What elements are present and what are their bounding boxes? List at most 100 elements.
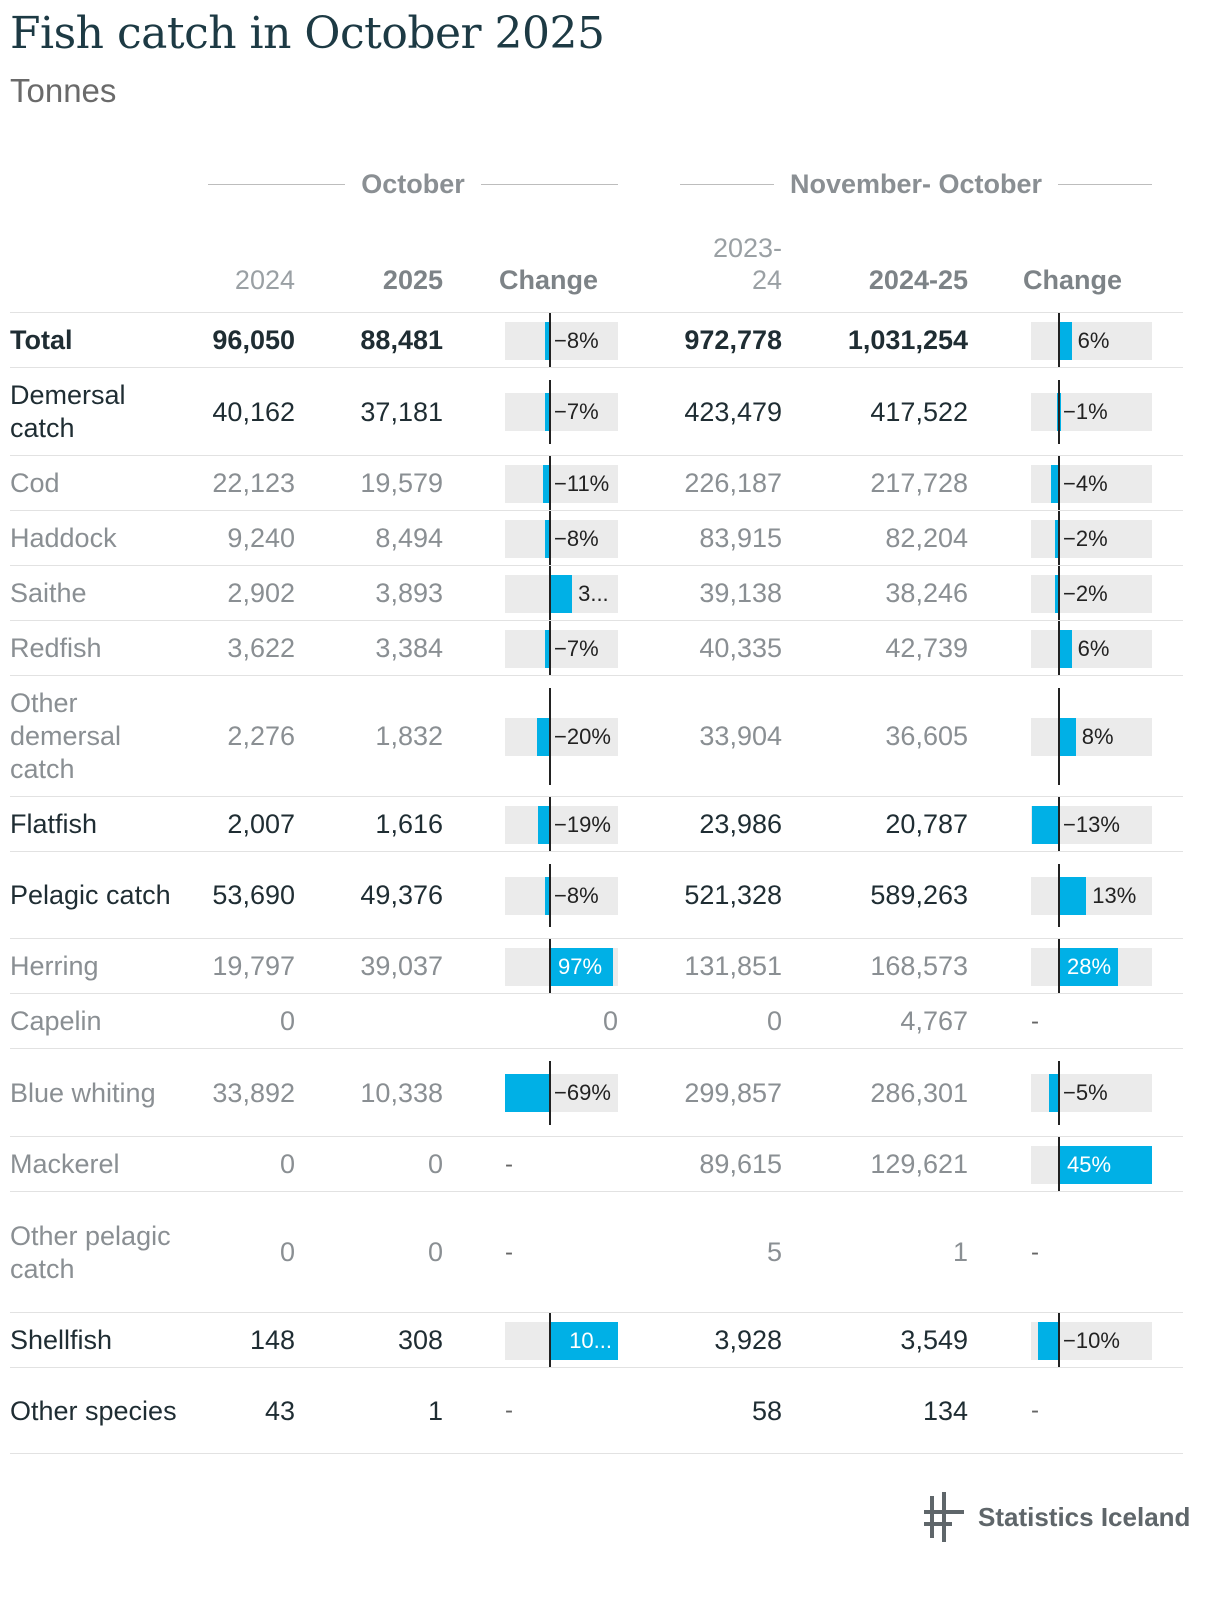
value-2025: 308 [397,1325,443,1355]
change-bar-background [505,630,618,668]
change-label: −10% [1063,1328,1120,1353]
change-bar [550,948,614,986]
change-bar [1059,718,1076,756]
value-2024: 2,007 [227,809,295,839]
table-row: Capelin 0 0 4,767 0 - [10,993,1183,1049]
value-2024-25: 217,728 [870,468,968,498]
change-cell-october: −7% [505,621,618,676]
change-axis [1058,456,1060,511]
change-dash: - [1031,1007,1039,1035]
change-bar [545,630,550,668]
value-2024: 3,622 [227,633,295,663]
change-label: −8% [554,883,599,908]
change-label: 6% [1077,636,1110,661]
col-header-change-2: Change [1022,265,1122,295]
row-name: Demersal catch [10,380,126,443]
value-2025 [340,994,443,1049]
change-bar [544,322,550,360]
row-name: Pelagic catch [10,880,171,910]
value-2024-25: 38,246 [885,578,968,608]
table-row: Other demersal catch 2,276 1,832 33,904 36,6… [10,675,1183,797]
row-name: Redfish [10,633,102,663]
row-name: Saithe [10,578,87,608]
group-header-nov-oct: November- October [680,164,1152,204]
change-axis [1058,797,1060,852]
table-row: Other species 43 1 58 134 - - [10,1367,1183,1454]
change-dash: - [505,1238,513,1266]
value-2024-25: 589,263 [870,880,968,910]
row-name: Other demersal catch [10,688,122,784]
value-2024-25: 36,605 [885,721,968,751]
table-row: Mackerel 0 0 89,615 129,621 - 45% [10,1136,1183,1192]
row-name: Shellfish [10,1325,113,1355]
change-bar [544,520,550,558]
value-2024-25: 168,573 [870,951,968,981]
change-label: 45% [1067,1152,1112,1177]
value-2023-24: 423,479 [684,396,782,427]
chart-title: Fish catch in October 2025 [10,8,605,59]
value-2024-25: 42,739 [885,633,968,663]
row-name: Mackerel [10,1149,120,1179]
value-2025: 1,616 [375,809,443,839]
change-label: −4% [1063,471,1108,496]
row-name: Total [10,325,73,355]
col-header-2025: 2025 [382,265,443,295]
chart-subtitle: Tonnes [10,72,117,109]
value-2023-24: 23,986 [699,809,782,839]
row-name: Capelin [10,1006,102,1036]
change-bar [537,806,550,844]
change-bar-background [1031,393,1152,431]
value-2024: 0 [279,1149,295,1179]
change-label: 28% [1067,954,1112,979]
change-label: 6% [1077,328,1110,353]
col-header-change-1: Change [498,265,598,295]
value-2024-25: 82,204 [885,523,968,553]
change-cell-nov-oct: 45% [1031,1137,1152,1192]
change-bar [1059,877,1087,915]
change-axis [549,511,551,566]
row-name: Herring [10,951,99,981]
group-label-october: October [361,168,465,199]
change-label: 8% [1081,724,1114,749]
change-bar [1059,948,1118,986]
change-cell-nov-oct: 6% [1031,621,1152,676]
change-cell-nov-oct: - [1031,1368,1152,1454]
value-2024-25: 134 [922,1395,968,1426]
change-cell-october: −19% [505,797,618,852]
change-cell-october: 10... [505,1313,618,1368]
change-axis [1058,1313,1060,1368]
change-dash: - [505,1397,513,1424]
change-label: 97% [558,954,603,979]
change-cell-nov-oct: 13% [1031,852,1152,939]
statistics-iceland-icon [924,1492,964,1542]
change-bar-background [1031,322,1152,360]
value-2024: 22,123 [212,468,295,498]
change-bar [1038,1322,1059,1360]
change-axis [549,380,551,444]
value-2023-24: 0 [766,1006,782,1036]
change-cell-nov-oct: 8% [1031,676,1152,797]
change-cell-october: - [505,1368,618,1454]
change-bar-background [505,718,618,756]
value-2024-25: 129,621 [870,1149,968,1179]
change-cell-nov-oct: 28% [1031,939,1152,994]
change-axis [1058,864,1060,927]
change-axis [1058,313,1060,368]
row-name: Other species [10,1395,177,1426]
change-cell-october: - [505,1192,618,1313]
change-label: −8% [554,328,599,353]
value-2024-25: 286,301 [870,1077,968,1108]
col-header-2024: 2024 [234,265,295,295]
change-bar [505,1074,550,1112]
change-bar [1054,575,1059,613]
change-bar [1059,1146,1152,1184]
change-cell-october: - [505,1137,618,1192]
change-label: −2% [1063,526,1108,551]
brand-name: Statistics Iceland [978,1501,1191,1532]
row-name: Flatfish [10,809,98,839]
change-bar [550,575,573,613]
change-label: −13% [1063,812,1120,837]
change-bar [544,877,550,915]
value-2023-24: 972,778 [684,325,782,355]
table-row: Haddock 9,240 8,494 83,915 82,204 −8% −2% [10,510,1183,566]
